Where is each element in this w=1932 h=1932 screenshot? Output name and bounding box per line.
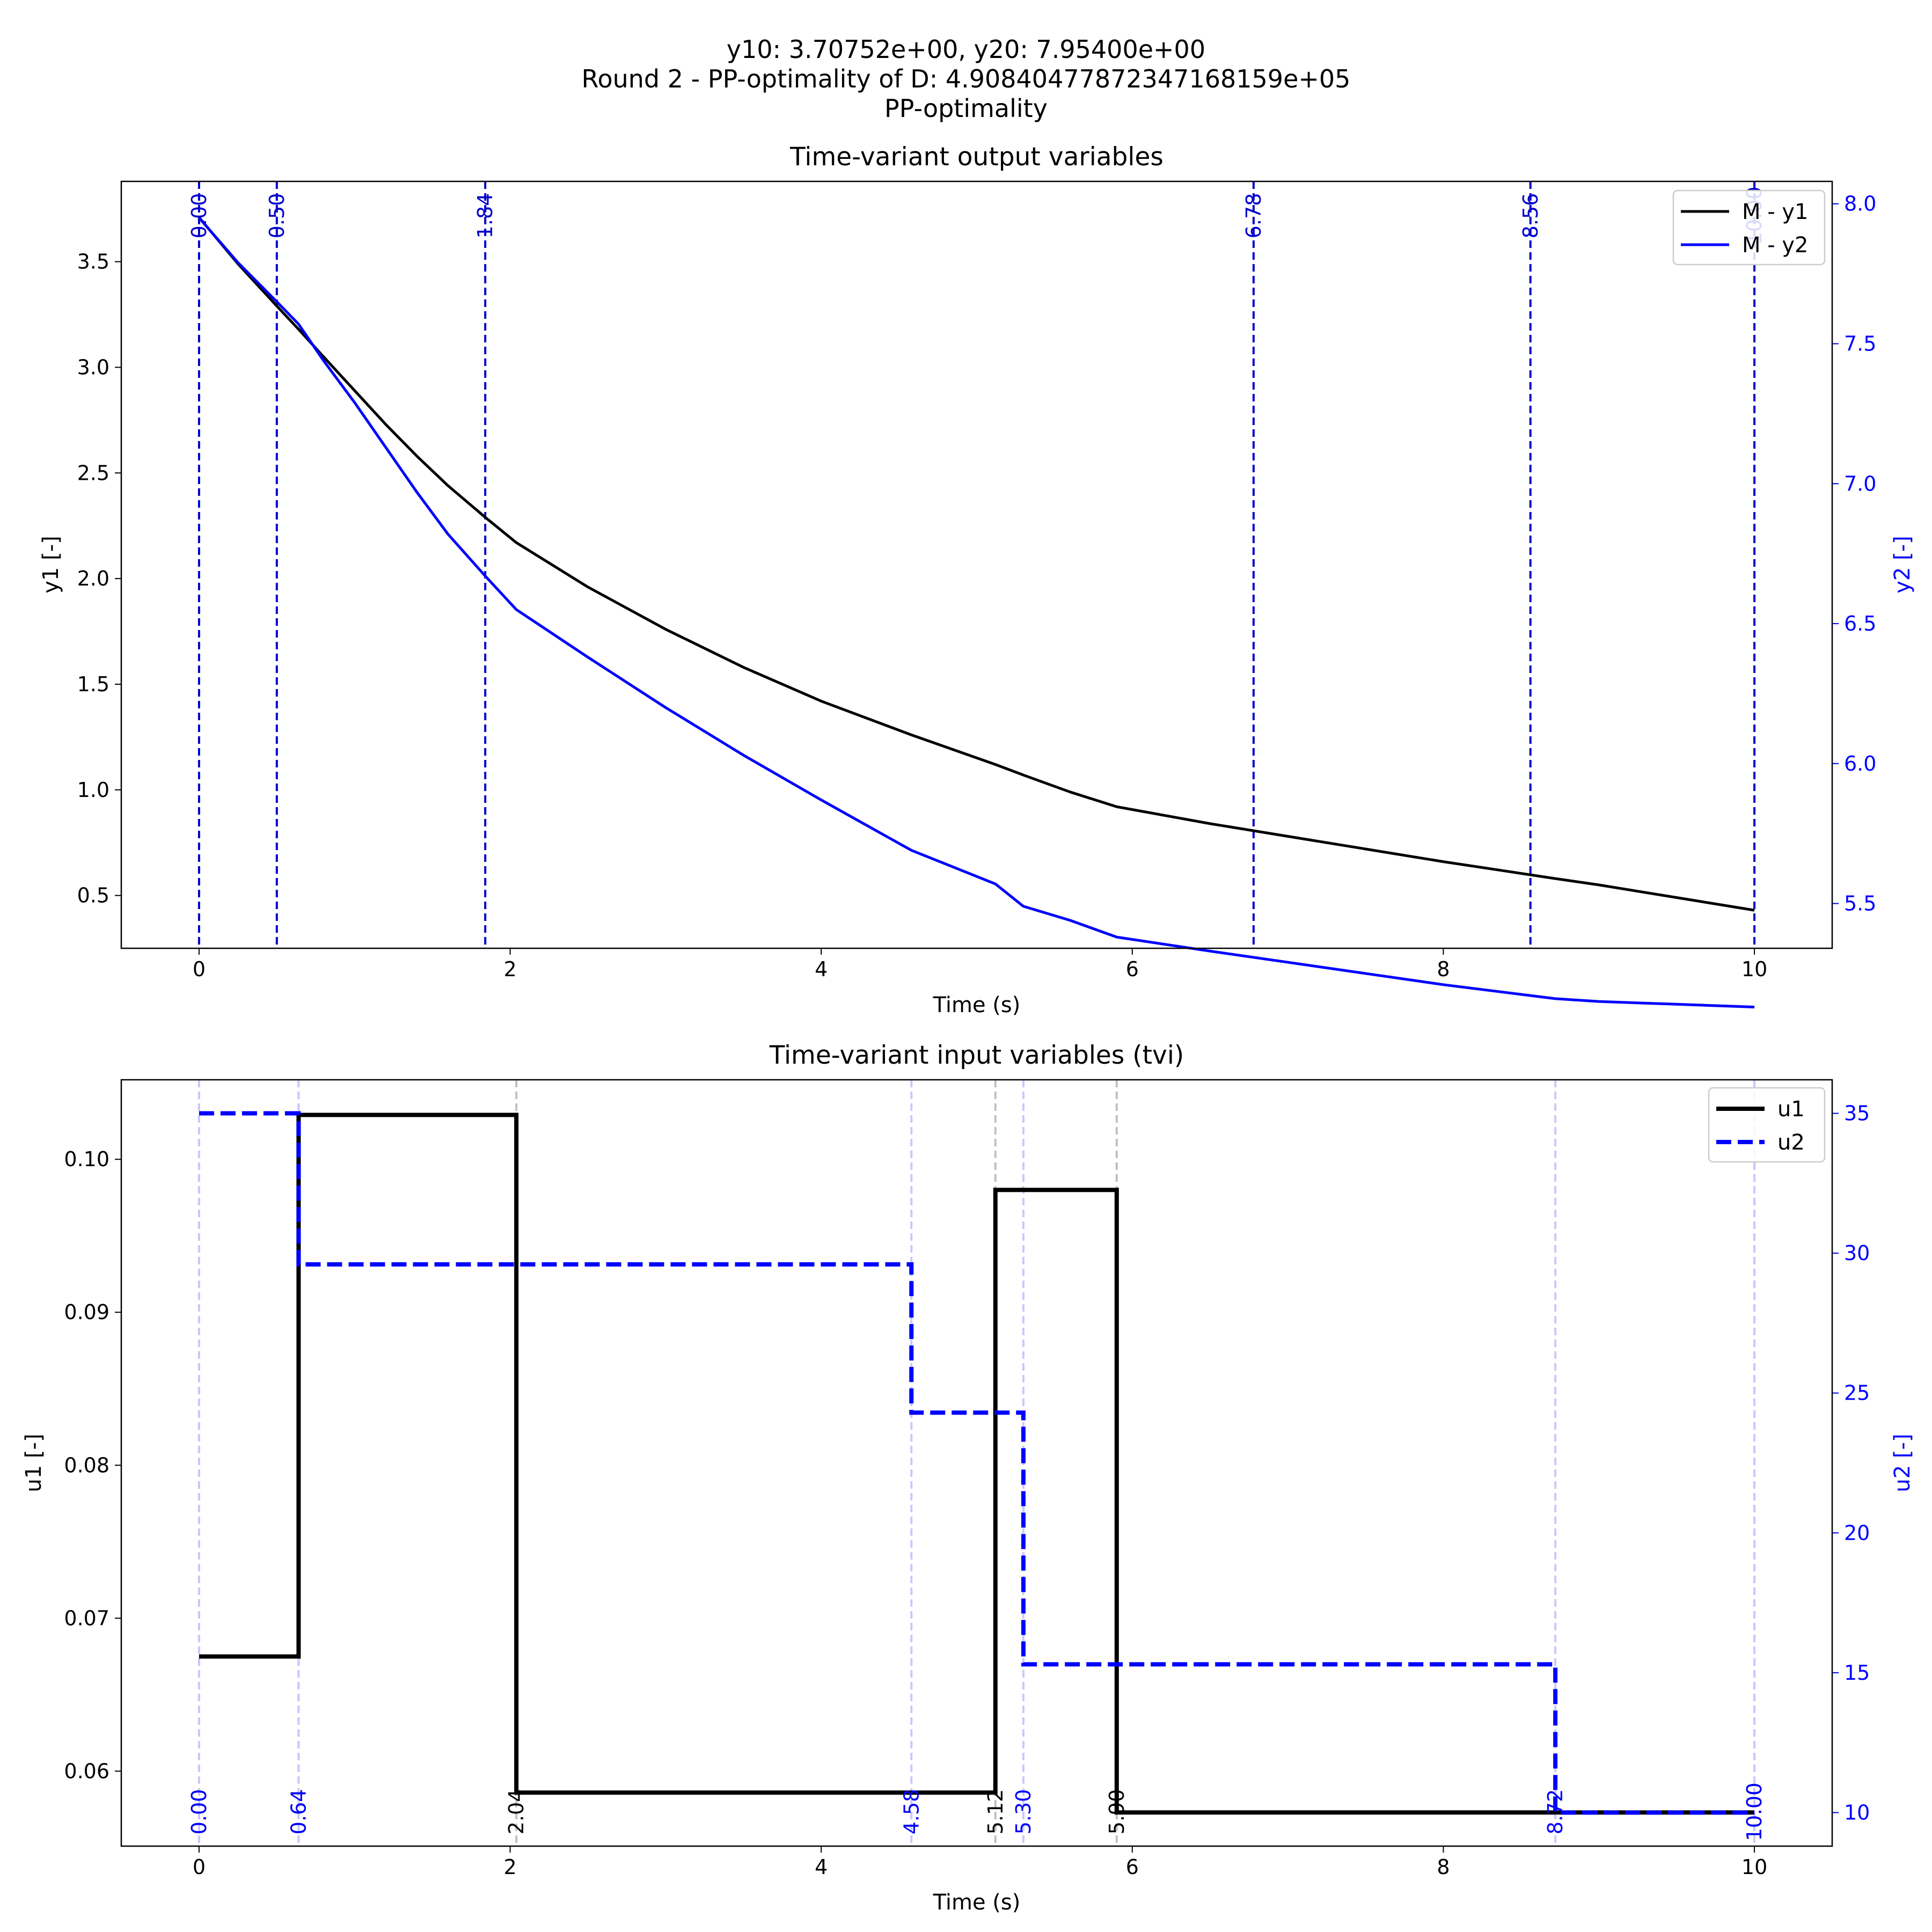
plot-frame	[120, 180, 1833, 949]
u2-switch-label: 0.64	[287, 1789, 310, 1835]
y-left-tick-label: 2.0	[77, 567, 109, 590]
x-tick-label: 0	[193, 1855, 206, 1879]
u2-switch-label: 8.72	[1543, 1789, 1567, 1835]
output-sampling-marker-label: 1.84	[473, 193, 497, 239]
y-left-tick-label: 0.10	[64, 1147, 109, 1171]
output-panel-ylabel-right: y2 [-]	[1890, 536, 1915, 593]
y-left-tick-label: 3.0	[77, 355, 109, 379]
y-left-tick-label: 0.07	[64, 1606, 109, 1630]
y-right-tick-label: 35	[1844, 1102, 1870, 1125]
y-left-tick-label: 3.5	[77, 250, 109, 274]
suptitle-line-3: PP-optimality	[884, 94, 1048, 123]
x-tick-label: 2	[503, 957, 516, 981]
u2-switch-label: 4.58	[899, 1789, 923, 1835]
u1-switch-label: 0.00	[187, 1789, 211, 1835]
output-sampling-marker-label: 0.00	[187, 193, 211, 239]
output-panel-title: Time-variant output variables	[789, 142, 1163, 172]
x-tick-label: 8	[1437, 1855, 1450, 1879]
y-right-tick-label: 10	[1844, 1801, 1870, 1824]
input-legend: u1 u2	[1708, 1087, 1826, 1163]
y-right-tick-label: 6.0	[1844, 752, 1876, 775]
input-panel: Time-variant input variables (tvi) 0 2 4 6 8…	[21, 1041, 1915, 1915]
output-panel-xlabel: Time (s)	[933, 993, 1021, 1018]
y-right-tick-label: 20	[1844, 1521, 1870, 1545]
y-right-tick-label: 30	[1844, 1241, 1870, 1265]
x-tick-label: 10	[1741, 1855, 1767, 1879]
u2-switch-label: 10.00	[1743, 1783, 1766, 1841]
x-tick-label: 0	[193, 957, 206, 981]
legend-label-u2: u2	[1777, 1130, 1805, 1155]
output-panel-ylabel-left: y1 [-]	[39, 536, 63, 593]
suptitle-line-2: Round 2 - PP-optimality of D: 4.90840477…	[582, 64, 1351, 93]
input-legend-box	[1708, 1087, 1826, 1163]
u2-switch-label: 0.00	[187, 1789, 211, 1835]
y-left-tick-label: 0.5	[77, 884, 109, 908]
x-tick-label: 2	[503, 1855, 516, 1879]
y-left-tick-label: 2.5	[77, 461, 109, 485]
output-sampling-marker-label: 8.56	[1519, 193, 1542, 239]
legend-label-u1: u1	[1777, 1097, 1805, 1122]
y-right-tick-label: 5.5	[1844, 892, 1876, 916]
y-right-tick-label: 15	[1844, 1661, 1870, 1685]
y-left-tick-label: 0.09	[64, 1300, 109, 1324]
series-line-y1	[197, 216, 1755, 912]
y-right-tick-label: 8.0	[1844, 192, 1876, 216]
x-tick-label: 10	[1741, 957, 1767, 981]
u1-switch-label: 0.64	[287, 1789, 310, 1835]
series-step-u2	[199, 1111, 1755, 1815]
figure-suptitle: y10: 3.70752e+00, y20: 7.95400e+00 Round…	[582, 35, 1351, 123]
plot-frame	[120, 1079, 1833, 1847]
u2-switch-label: 5.30	[1012, 1789, 1035, 1835]
x-tick-label: 6	[1126, 1855, 1139, 1879]
output-sampling-marker-label: 0.50	[265, 193, 289, 239]
series-line-y2	[198, 217, 1755, 1009]
series-step-u1	[199, 1113, 1755, 1815]
output-legend: M - y1 M - y2	[1672, 189, 1826, 266]
legend-label-y2: M - y2	[1742, 233, 1809, 258]
u1-switch-label: 5.12	[984, 1789, 1007, 1835]
y-left-tick-label: 1.0	[77, 778, 109, 802]
y-left-tick-label: 1.5	[77, 672, 109, 696]
y-right-tick-label: 7.0	[1844, 472, 1876, 495]
u1-switch-label: 5.90	[1105, 1789, 1129, 1835]
legend-label-y1: M - y1	[1742, 200, 1809, 224]
input-panel-ylabel-left: u1 [-]	[21, 1433, 46, 1492]
y-left-tick-label: 0.08	[64, 1453, 109, 1477]
u1-switch-label: 2.04	[504, 1789, 528, 1835]
y-right-tick-label: 6.5	[1844, 612, 1876, 635]
y-left-tick-label: 0.06	[64, 1759, 109, 1783]
x-tick-label: 4	[815, 1855, 828, 1879]
x-tick-label: 6	[1126, 957, 1139, 981]
output-sampling-marker-label: 6.78	[1242, 193, 1265, 239]
y-right-tick-label: 7.5	[1844, 332, 1876, 355]
y-right-tick-label: 25	[1844, 1381, 1870, 1405]
x-tick-label: 8	[1437, 957, 1450, 981]
suptitle-line-1: y10: 3.70752e+00, y20: 7.95400e+00	[727, 35, 1205, 64]
input-panel-ylabel-right: u2 [-]	[1890, 1433, 1915, 1492]
input-panel-title: Time-variant input variables (tvi)	[769, 1041, 1184, 1070]
input-panel-xlabel: Time (s)	[933, 1890, 1021, 1915]
x-tick-label: 4	[815, 957, 828, 981]
u1-switch-label: 10.00	[1743, 1783, 1766, 1841]
output-panel: Time-variant output variables 0 2 4 6 8 10 0.5…	[39, 142, 1915, 1018]
